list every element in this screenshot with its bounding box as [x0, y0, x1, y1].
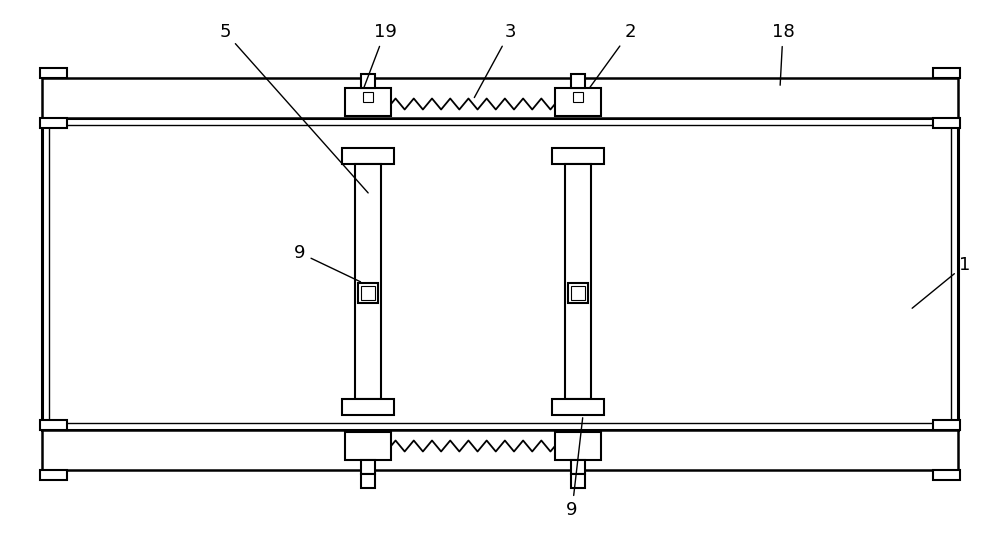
- Bar: [342, 148, 394, 164]
- Bar: [358, 283, 378, 303]
- Text: 3: 3: [474, 23, 516, 98]
- Bar: [42, 78, 958, 118]
- Bar: [361, 474, 375, 488]
- Bar: [933, 118, 960, 128]
- Bar: [571, 74, 585, 88]
- Bar: [555, 88, 601, 116]
- Bar: [552, 399, 604, 415]
- Bar: [355, 164, 381, 399]
- Bar: [361, 286, 375, 300]
- Bar: [42, 118, 958, 430]
- Text: 1: 1: [912, 256, 971, 308]
- Bar: [552, 148, 604, 164]
- Bar: [345, 432, 391, 460]
- Bar: [345, 88, 391, 116]
- Bar: [40, 118, 67, 128]
- Text: 2: 2: [590, 23, 636, 88]
- Text: 9: 9: [294, 244, 360, 282]
- Bar: [571, 460, 585, 474]
- Bar: [555, 432, 601, 460]
- Bar: [363, 92, 373, 102]
- Bar: [40, 420, 67, 430]
- Bar: [933, 68, 960, 78]
- Bar: [573, 92, 583, 102]
- Bar: [342, 399, 394, 415]
- Text: 19: 19: [364, 23, 396, 87]
- Text: 5: 5: [219, 23, 368, 193]
- Bar: [565, 164, 591, 399]
- Text: 18: 18: [772, 23, 794, 85]
- Bar: [933, 420, 960, 430]
- Bar: [49, 125, 951, 423]
- Bar: [361, 74, 375, 88]
- Bar: [40, 68, 67, 78]
- Bar: [571, 474, 585, 488]
- Bar: [568, 283, 588, 303]
- Bar: [361, 460, 375, 474]
- Bar: [42, 430, 958, 470]
- Bar: [933, 470, 960, 480]
- Text: 9: 9: [566, 418, 583, 519]
- Bar: [40, 470, 67, 480]
- Bar: [571, 286, 585, 300]
